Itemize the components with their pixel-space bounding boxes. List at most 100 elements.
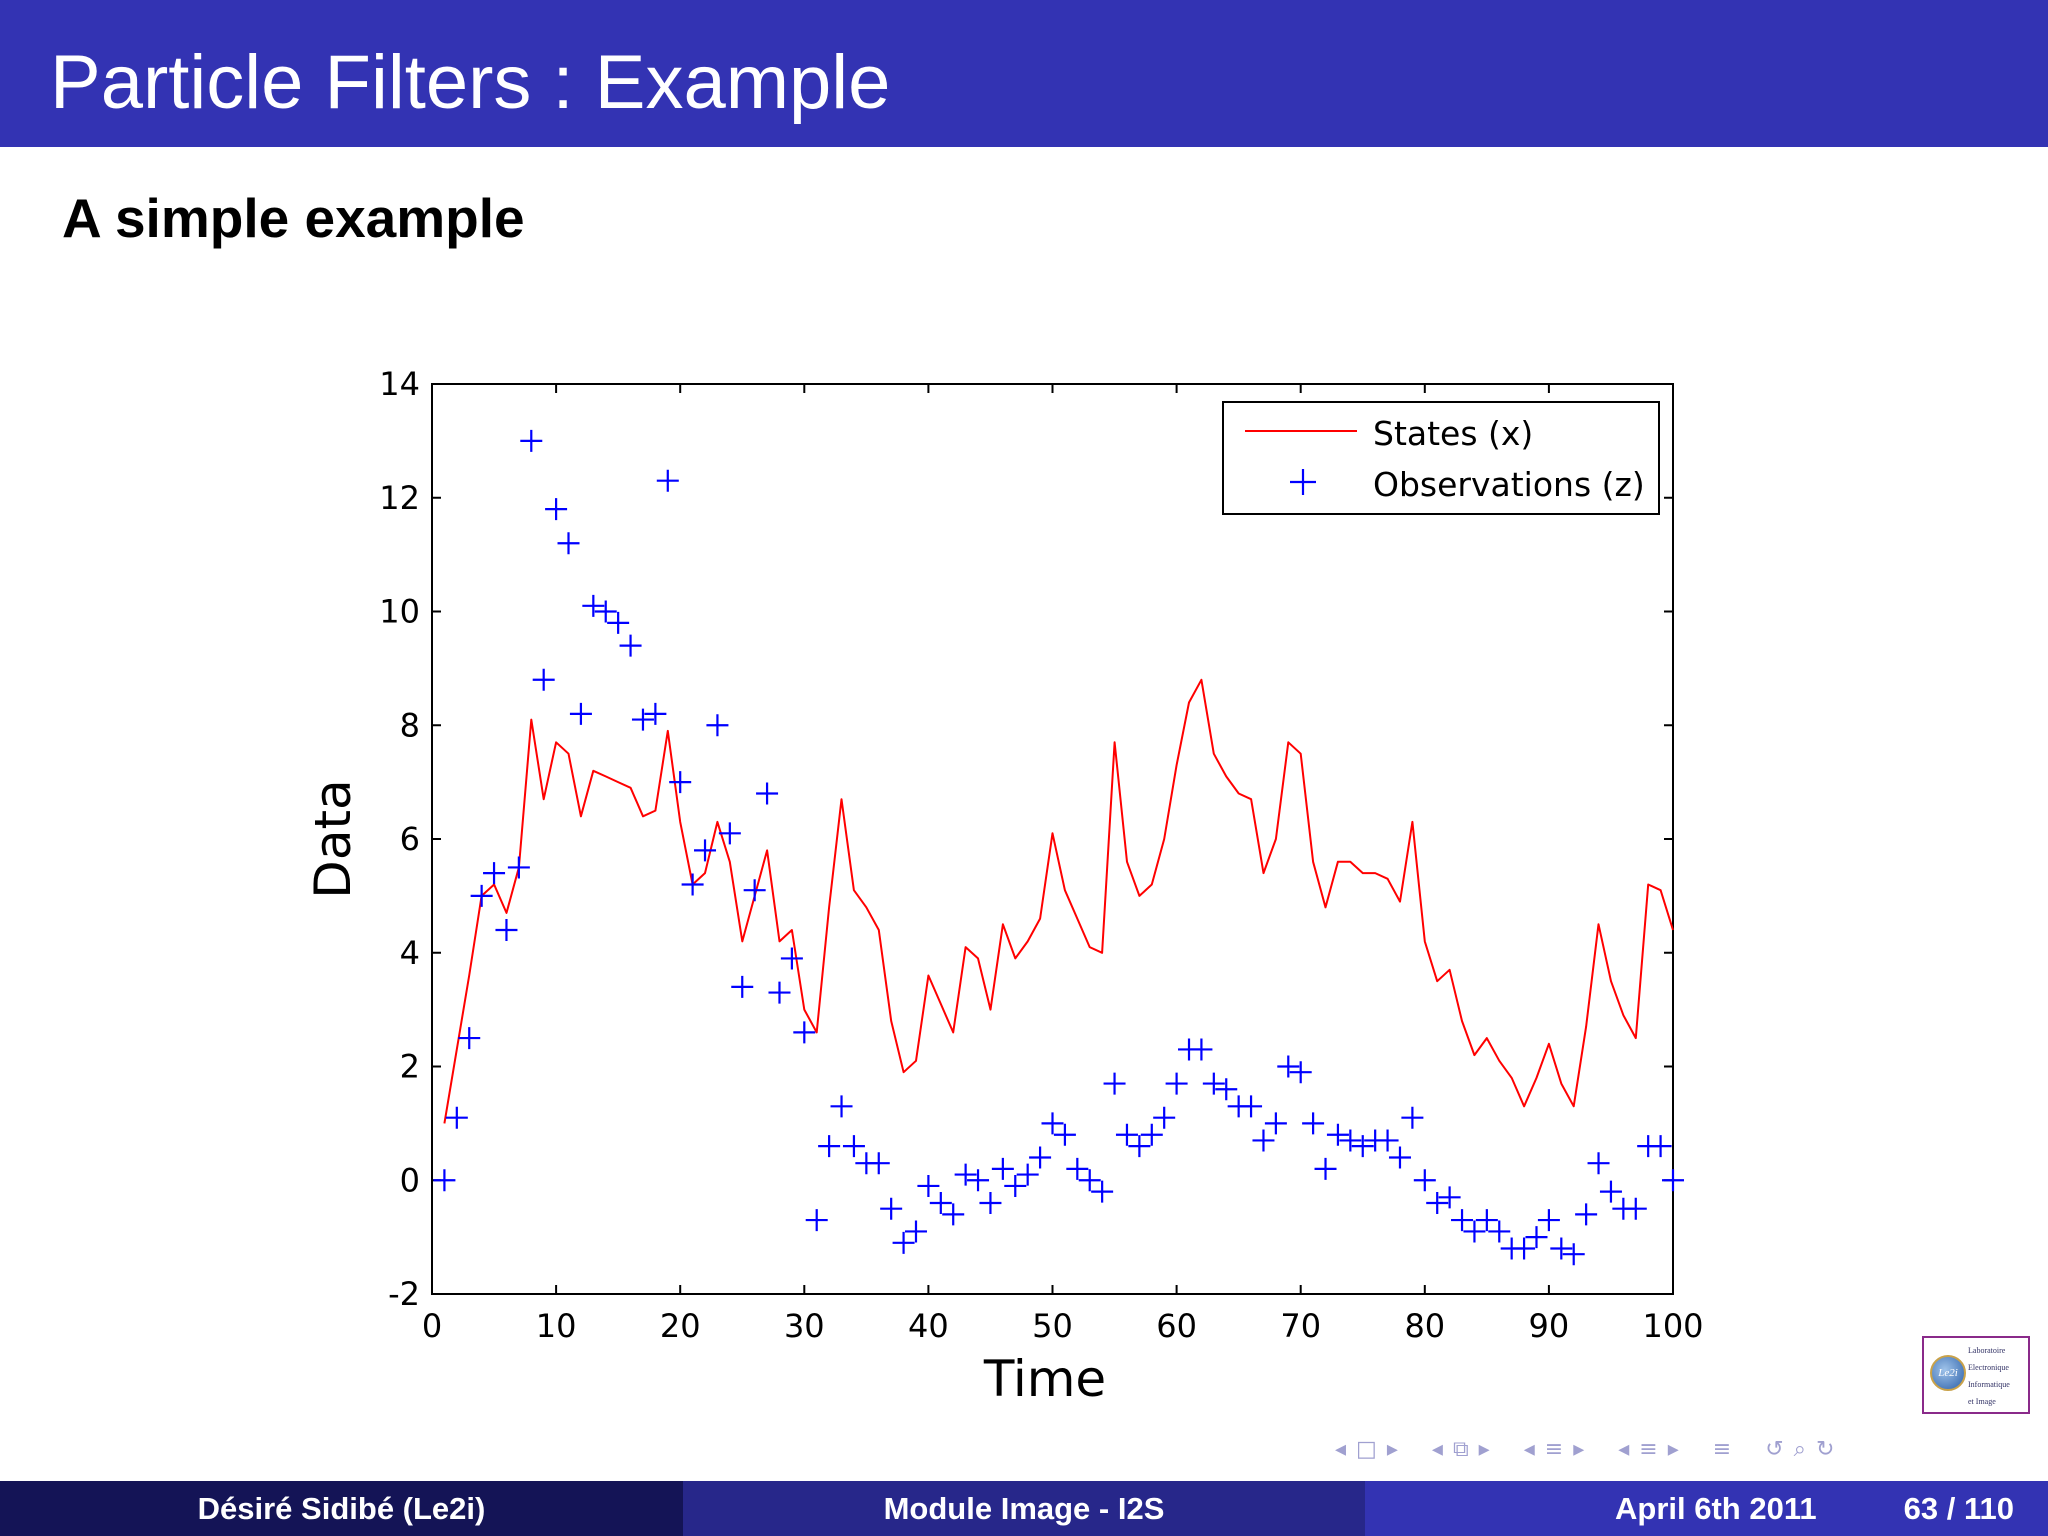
x-tick-label: 60 — [1156, 1307, 1197, 1345]
observation-point — [1451, 1209, 1474, 1232]
x-tick-label: 90 — [1529, 1307, 1570, 1345]
observation-point — [793, 1021, 816, 1044]
observation-point — [1599, 1180, 1622, 1203]
observation-point — [954, 1163, 977, 1186]
x-tick-label: 70 — [1280, 1307, 1321, 1345]
y-tick-label: 6 — [400, 820, 420, 858]
nav-section-icon[interactable]: ⧉ — [1452, 1436, 1469, 1462]
observation-point — [1326, 1123, 1349, 1146]
observation-point — [458, 1027, 481, 1050]
observation-point — [569, 702, 592, 725]
observation-point — [1078, 1169, 1101, 1192]
observation-point — [718, 822, 741, 845]
nav-align-icon[interactable]: ≡ — [1712, 1436, 1732, 1462]
nav-prev-icon[interactable]: ◂ — [1431, 1436, 1443, 1462]
observation-point — [1475, 1209, 1498, 1232]
logo-line: et Image — [1968, 1397, 1996, 1406]
observation-point — [1264, 1112, 1287, 1135]
y-tick-label: 14 — [379, 365, 420, 403]
navigation-bar: ◂ □ ▸ ◂ ⧉ ▸ ◂ ≡ ▸ ◂ ≡ ▸ ≡ ↺ ⌕ ↻ — [1330, 1432, 1839, 1466]
observation-point — [483, 862, 506, 885]
observation-point — [1463, 1220, 1486, 1243]
observation-point — [1562, 1243, 1585, 1266]
observation-point — [1252, 1129, 1275, 1152]
observation-point — [768, 981, 791, 1004]
x-tick-label: 10 — [536, 1307, 577, 1345]
observation-point — [731, 975, 754, 998]
le2i-logo: Le2i Laboratoire Electronique Informatiq… — [1922, 1336, 2030, 1414]
observation-point — [1587, 1152, 1610, 1175]
observation-point — [619, 634, 642, 657]
x-tick-label: 100 — [1642, 1307, 1703, 1345]
observation-point — [1388, 1146, 1411, 1169]
observation-point — [1004, 1174, 1027, 1197]
logo-text: Laboratoire Electronique Informatique et… — [1968, 1342, 2030, 1410]
observation-point — [1140, 1123, 1163, 1146]
legend-observations-label: Observations (z) — [1373, 465, 1645, 504]
nav-next-icon[interactable]: ▸ — [1573, 1436, 1585, 1462]
observation-point — [1537, 1209, 1560, 1232]
observation-point — [1438, 1186, 1461, 1209]
observation-point — [669, 771, 692, 794]
observation-point — [756, 782, 779, 805]
observation-point — [644, 702, 667, 725]
observation-point — [1575, 1203, 1598, 1226]
nav-redo-icon[interactable]: ↻ — [1815, 1436, 1835, 1462]
y-tick-label: 12 — [379, 479, 420, 517]
legend-box — [1222, 401, 1660, 515]
nav-frame-icon[interactable]: □ — [1356, 1436, 1377, 1462]
x-tick-label: 80 — [1404, 1307, 1445, 1345]
observation-point — [1339, 1129, 1362, 1152]
y-tick-label: 4 — [400, 934, 420, 972]
nav-next-icon[interactable]: ▸ — [1667, 1436, 1679, 1462]
legend: States (x) Observations (z) — [1222, 401, 1660, 515]
nav-subsection-icon[interactable]: ≡ — [1544, 1436, 1564, 1462]
observation-point — [1103, 1072, 1126, 1095]
observation-point — [1066, 1157, 1089, 1180]
footer-course: Module Image - I2S — [683, 1481, 1365, 1536]
x-tick-label: 40 — [908, 1307, 949, 1345]
y-axis-label: Data — [304, 779, 362, 898]
observation-point — [607, 611, 630, 634]
nav-subsection-icon[interactable]: ≡ — [1639, 1436, 1658, 1462]
nav-prev-icon[interactable]: ◂ — [1523, 1436, 1535, 1462]
observation-point — [1550, 1237, 1573, 1260]
observation-point — [1662, 1169, 1684, 1192]
logo-line: Laboratoire — [1968, 1346, 2006, 1355]
logo-badge: Le2i — [1930, 1355, 1966, 1391]
nav-next-icon[interactable]: ▸ — [1386, 1436, 1398, 1462]
title-bar: Particle Filters : Example — [0, 0, 2048, 147]
observation-point — [1624, 1197, 1647, 1220]
x-tick-label: 0 — [422, 1307, 442, 1345]
slide-title: Particle Filters : Example — [50, 40, 891, 125]
observation-point — [1401, 1106, 1424, 1129]
observation-point — [1513, 1237, 1536, 1260]
observation-point — [532, 668, 555, 691]
observation-point — [1202, 1072, 1225, 1095]
y-tick-label: 10 — [379, 593, 420, 631]
observation-point — [842, 1135, 865, 1158]
y-tick-label: 0 — [400, 1161, 420, 1199]
footer-page-number[interactable]: 63 / 110 — [1903, 1491, 2014, 1526]
observation-point — [1314, 1157, 1337, 1180]
observation-point — [520, 429, 543, 452]
observation-point — [1041, 1112, 1064, 1135]
nav-prev-icon[interactable]: ◂ — [1335, 1436, 1347, 1462]
nav-undo-icon[interactable]: ↺ — [1765, 1436, 1784, 1462]
observation-point — [818, 1135, 841, 1158]
y-tick-label: -2 — [388, 1275, 420, 1313]
observation-point — [1240, 1095, 1263, 1118]
slide-subtitle: A simple example — [62, 187, 525, 249]
nav-next-icon[interactable]: ▸ — [1478, 1436, 1490, 1462]
nav-prev-icon[interactable]: ◂ — [1618, 1436, 1630, 1462]
observation-point — [706, 714, 729, 737]
observation-point — [1190, 1038, 1213, 1061]
nav-search-icon[interactable]: ⌕ — [1793, 1436, 1806, 1462]
observation-point — [904, 1220, 927, 1243]
x-tick-label: 20 — [660, 1307, 701, 1345]
logo-line: Electronique — [1968, 1363, 2009, 1372]
footer-bar: Désiré Sidibé (Le2i) Module Image - I2S … — [0, 1481, 2048, 1536]
observation-point — [1091, 1180, 1114, 1203]
observation-point — [830, 1095, 853, 1118]
